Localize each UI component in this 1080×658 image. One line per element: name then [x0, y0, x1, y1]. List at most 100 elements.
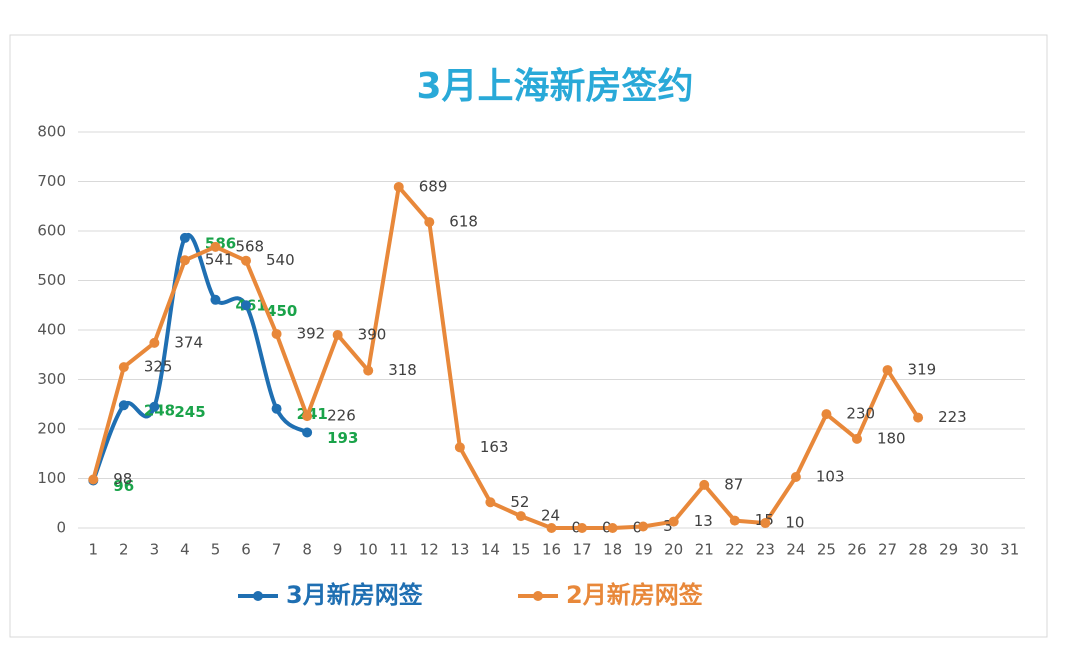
data-label: 248 [144, 402, 175, 420]
x-tick-label: 17 [573, 541, 592, 559]
x-tick-label: 4 [180, 541, 190, 559]
y-tick-label: 700 [37, 172, 66, 190]
data-point [88, 474, 99, 485]
data-label: 318 [388, 361, 417, 379]
data-label: 618 [449, 213, 478, 231]
data-label: 163 [480, 438, 509, 456]
data-label: 0 [602, 519, 612, 537]
y-tick-label: 300 [37, 370, 66, 388]
data-point [302, 427, 313, 438]
y-tick-label: 200 [37, 420, 66, 438]
data-point [210, 241, 221, 252]
data-label: 98 [113, 470, 132, 488]
legend-marker [253, 591, 263, 601]
data-label: 193 [327, 429, 358, 447]
x-tick-label: 21 [695, 541, 714, 559]
data-label: 0 [633, 519, 643, 537]
data-point [546, 523, 557, 533]
data-point [638, 521, 649, 532]
data-label: 226 [327, 407, 356, 425]
data-label: 24 [541, 507, 560, 525]
x-tick-label: 29 [939, 541, 958, 559]
series-line [91, 184, 920, 530]
data-point [851, 433, 862, 444]
data-point [699, 479, 710, 490]
x-tick-label: 14 [481, 541, 500, 559]
x-tick-label: 23 [756, 541, 775, 559]
data-label: 103 [816, 468, 845, 486]
legend-marker [533, 591, 543, 601]
data-label: 245 [174, 403, 205, 421]
x-tick-label: 24 [786, 541, 805, 559]
x-tick-label: 19 [634, 541, 653, 559]
x-tick-label: 7 [272, 541, 282, 559]
data-label: 461 [235, 296, 266, 314]
x-tick-label: 31 [1000, 541, 1019, 559]
data-point [882, 365, 893, 376]
data-point [332, 329, 343, 340]
legend-label: 3月新房网签 [286, 581, 424, 609]
data-point [210, 294, 221, 305]
data-label: 540 [266, 251, 295, 269]
chart-title: 3月上海新房签约 [416, 66, 693, 107]
x-tick-label: 13 [450, 541, 469, 559]
x-tick-label: 11 [389, 541, 408, 559]
data-point [913, 412, 924, 423]
data-point [363, 365, 374, 376]
data-point [179, 255, 190, 266]
x-tick-label: 25 [817, 541, 836, 559]
x-tick-label: 28 [909, 541, 928, 559]
data-label: 13 [694, 512, 713, 530]
y-tick-label: 500 [37, 271, 66, 289]
x-tick-label: 30 [970, 541, 989, 559]
x-tick-label: 6 [241, 541, 251, 559]
data-point [424, 217, 435, 228]
x-tick-label: 5 [211, 541, 221, 559]
x-tick-label: 8 [302, 541, 312, 559]
x-tick-label: 10 [359, 541, 378, 559]
y-tick-label: 800 [37, 123, 66, 141]
data-label: 52 [510, 493, 529, 511]
data-point [179, 232, 190, 243]
legend-label: 2月新房网签 [566, 581, 704, 609]
data-point [271, 328, 282, 339]
data-label: 450 [266, 302, 297, 320]
data-point [241, 255, 252, 266]
data-point [241, 300, 252, 311]
data-point [577, 523, 588, 533]
x-tick-label: 20 [664, 541, 683, 559]
data-label: 180 [877, 429, 906, 447]
y-tick-label: 0 [56, 519, 66, 537]
data-label: 390 [358, 325, 387, 343]
x-tick-label: 18 [603, 541, 622, 559]
x-tick-label: 22 [725, 541, 744, 559]
data-point [790, 472, 801, 483]
data-point [149, 401, 160, 412]
data-point [607, 523, 618, 533]
x-tick-label: 26 [847, 541, 866, 559]
data-label: 319 [908, 361, 937, 379]
data-label: 541 [205, 251, 234, 269]
data-label: 374 [174, 333, 203, 351]
data-point [760, 518, 771, 529]
data-label: 568 [235, 237, 264, 255]
data-point [149, 337, 160, 348]
x-tick-label: 27 [878, 541, 897, 559]
x-tick-label: 1 [89, 541, 99, 559]
data-point [485, 497, 496, 508]
data-label: 325 [144, 358, 173, 376]
data-label: 223 [938, 408, 967, 426]
data-label: 0 [572, 519, 582, 537]
data-label: 3 [663, 517, 673, 535]
x-tick-label: 9 [333, 541, 343, 559]
data-label: 87 [724, 475, 743, 493]
y-tick-label: 600 [37, 222, 66, 240]
data-point [515, 511, 526, 522]
data-point [668, 516, 679, 527]
data-point [302, 411, 313, 422]
data-point [454, 442, 465, 453]
data-label: 230 [846, 405, 875, 423]
x-tick-label: 15 [511, 541, 530, 559]
data-label: 689 [419, 177, 448, 195]
